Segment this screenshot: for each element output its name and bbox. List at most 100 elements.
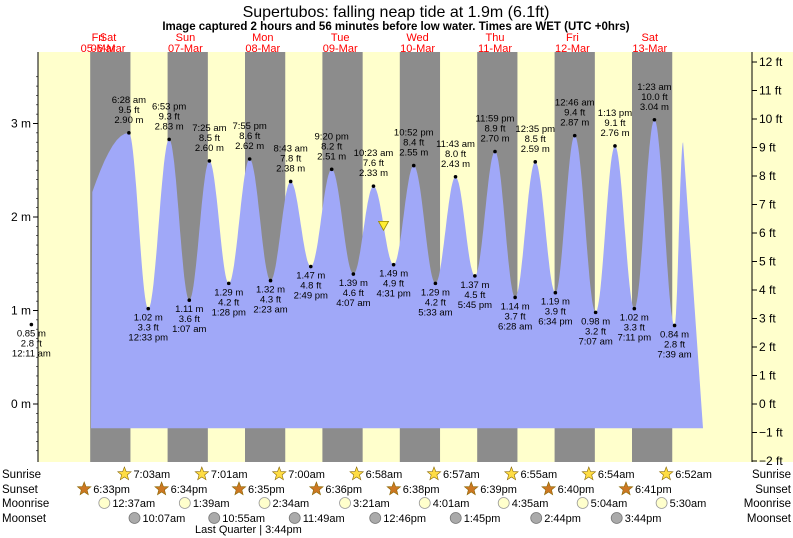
high-tide-label: 7:55 pm8.6 ft2.62 m (232, 121, 267, 161)
date-label: 12-Mar (555, 43, 590, 55)
high-tide-label: 1:13 pm9.1 ft2.76 m (598, 108, 632, 148)
chart-subtitle: Image captured 2 hours and 56 minutes be… (162, 21, 629, 33)
sunrise-time: 7:01am (211, 469, 248, 481)
date-labels: Fri05-MarSat06-MarSun07-MarMon08-MarTue0… (81, 32, 668, 55)
sunset-icon (231, 481, 247, 496)
tide-point (247, 157, 252, 161)
tide-label-line: 1.29 m (214, 287, 243, 298)
sunset-icon (76, 481, 92, 496)
low-tide-label: 1.47 m4.8 ft2:49 pm (294, 264, 328, 302)
tide-label-line: 9.4 ft (564, 108, 585, 119)
tide-label-line: 7:25 am (192, 123, 226, 134)
tide-label-line: 4:07 am (336, 298, 370, 309)
tide-label-line: 1.37 m (460, 280, 489, 291)
tide-label-line: 2.87 m (560, 118, 589, 129)
left-axis-tick-label: 1 m (11, 304, 31, 318)
row-label-right: Sunrise (752, 469, 791, 481)
left-axis-tick-label: 0 m (11, 397, 31, 411)
tide-label-line: 6:53 pm (152, 101, 186, 112)
tide-label-line: 0.98 m (581, 316, 610, 327)
tide-label-line: 2.60 m (195, 143, 224, 154)
low-tide-label: 1.29 m4.2 ft1:28 pm (212, 281, 246, 318)
tide-label-line: 10.0 ft (641, 92, 668, 103)
tide-label-line: 4.3 ft (260, 295, 281, 306)
high-tide-label: 11:43 am8.0 ft2.43 m (436, 139, 475, 179)
tide-point (411, 163, 416, 168)
tide-label-line: 7.6 ft (363, 158, 384, 169)
moonrise-time: 5:30am (670, 498, 707, 510)
sunset-icon (308, 481, 324, 496)
sunrise-time: 6:58am (366, 469, 403, 481)
date-label: 10-Mar (400, 43, 435, 55)
date-label: 06-Mar (91, 43, 126, 55)
sunset-time: 6:38pm (403, 484, 440, 496)
moonrise-time: 1:39am (193, 498, 230, 510)
moonset-time: 12:46pm (383, 513, 426, 525)
tide-point (433, 281, 438, 286)
tide-point (226, 281, 231, 286)
tide-label-line: 4.9 ft (383, 279, 404, 290)
tide-point (351, 272, 356, 276)
moonrise-time: 4:35am (512, 498, 549, 510)
tide-label-line: 7:07 am (578, 336, 612, 347)
tide-label-line: 0.85 m (17, 329, 46, 340)
right-axis-tick-label: 2 ft (759, 340, 776, 354)
high-tide-label: 11:59 pm8.9 ft2.70 m (476, 114, 515, 154)
moonrise-icon (418, 497, 431, 509)
tide-label-line: 8.9 ft (484, 124, 505, 135)
chart-title: Supertubos: falling neap tide at 1.9m (6… (243, 4, 550, 21)
right-axis-tick-label: 5 ft (759, 255, 776, 269)
tide-label-line: 8.5 ft (199, 133, 220, 144)
low-tide-label: 1.39 m4.6 ft4:07 am (336, 272, 371, 309)
tide-label-line: 2.59 m (521, 144, 550, 155)
day-of-week-label: Sat (642, 32, 659, 44)
moonset-icon (530, 512, 543, 524)
tide-label-line: 8:43 am (273, 143, 307, 154)
tide-point (167, 137, 171, 142)
tide-label-line: 1.02 m (620, 313, 649, 324)
sunrise-icon (658, 466, 674, 481)
high-tide-label: 10:23 am7.6 ft2.33 m (354, 148, 393, 188)
tide-label-line: 5:33 am (418, 307, 452, 318)
date-label: 07-Mar (168, 43, 203, 55)
tide-point (187, 298, 192, 303)
tide-label-line: 2.43 m (441, 159, 470, 170)
date-label: 05-Mar (81, 43, 116, 55)
sunset-time: 6:35pm (248, 484, 285, 496)
tide-label-line: 3.9 ft (545, 307, 566, 318)
tide-label-line: 4.2 ft (218, 297, 239, 308)
low-tide-label: 1.29 m4.2 ft5:33 am (418, 281, 453, 318)
sunset-time: 6:34pm (171, 484, 208, 496)
sunset-time: 6:39pm (480, 484, 517, 496)
tide-label-line: 2.83 m (155, 121, 184, 132)
tide-label-line: 1.14 m (501, 301, 530, 312)
sunset-time: 6:36pm (325, 484, 362, 496)
moonset-icon (208, 512, 221, 524)
sunrise-icon (271, 466, 287, 481)
tide-point (493, 149, 497, 154)
date-label: 09-Mar (323, 43, 358, 55)
tide-label-line: 3.7 ft (505, 311, 526, 322)
tide-label-line: 1.49 m (379, 269, 408, 280)
tide-label-line: 2.70 m (480, 134, 509, 145)
low-tide-label: 1.11 m3.6 ft1:07 am (172, 298, 207, 335)
right-axis-bg (752, 52, 793, 462)
sunrise-time: 7:03am (133, 469, 170, 481)
day-of-week-label: Sun (176, 32, 196, 44)
right-axis-tick-label: 10 ft (759, 112, 783, 126)
day-of-week-label: Sat (100, 32, 117, 44)
tide-label-line: 12:35 pm (515, 124, 555, 135)
tide-point (593, 310, 598, 315)
tide-label-line: 10:52 pm (394, 128, 434, 139)
tide-point (391, 262, 396, 267)
tide-point (288, 179, 293, 184)
row-label-left: Sunset (2, 484, 39, 496)
tide-label-line: 4.6 ft (343, 288, 364, 299)
tide-label-line: 1.29 m (421, 287, 450, 298)
moonset-time: 10:55am (222, 513, 265, 525)
tide-point (371, 184, 376, 188)
date-label: 08-Mar (245, 43, 280, 55)
sun-moon-table: Sunrise Sunrise Sunset Sunset Moonrise Moonri… (2, 466, 792, 536)
tide-label-line: 2.33 m (359, 168, 388, 179)
right-axis-tick-label: 1 ft (759, 369, 776, 383)
